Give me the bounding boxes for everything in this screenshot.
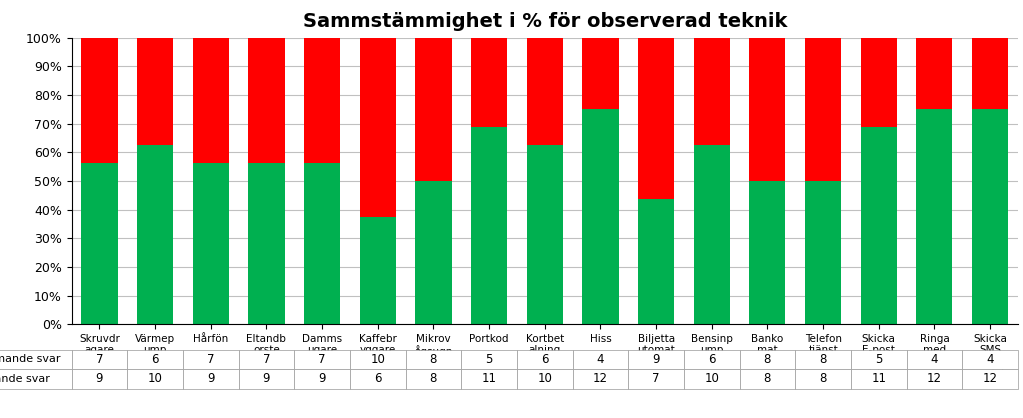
Bar	[582, 109, 619, 324]
Bar	[249, 38, 284, 163]
Bar	[917, 38, 952, 109]
Bar	[638, 38, 674, 199]
Title: Sammstämmighet i % för observerad teknik: Sammstämmighet i % för observerad teknik	[303, 12, 787, 31]
Bar	[304, 163, 341, 324]
Bar	[749, 181, 786, 324]
Bar	[582, 38, 619, 109]
Bar	[249, 163, 284, 324]
Bar	[304, 38, 341, 163]
Bar	[805, 181, 841, 324]
Bar	[415, 181, 451, 324]
Bar	[415, 38, 451, 181]
Bar	[471, 127, 507, 324]
Bar	[917, 109, 952, 324]
Bar	[527, 145, 563, 324]
Bar	[192, 163, 229, 324]
Bar	[749, 38, 786, 181]
Bar	[694, 145, 729, 324]
Bar	[694, 38, 729, 145]
Bar	[360, 38, 396, 217]
Bar	[638, 199, 674, 324]
Bar	[137, 38, 173, 145]
Bar	[860, 127, 897, 324]
Bar	[82, 38, 118, 163]
Bar	[360, 217, 396, 324]
Bar	[972, 38, 1008, 109]
Bar	[471, 38, 507, 127]
Bar	[972, 109, 1008, 324]
Bar	[860, 38, 897, 127]
Bar	[137, 145, 173, 324]
Bar	[527, 38, 563, 145]
Bar	[805, 38, 841, 181]
Bar	[82, 163, 118, 324]
Bar	[192, 38, 229, 163]
